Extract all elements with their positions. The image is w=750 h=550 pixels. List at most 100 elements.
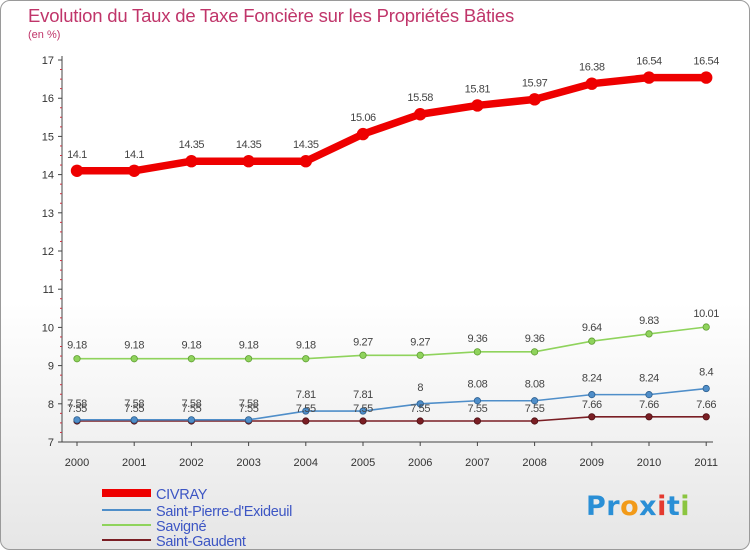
y-tick-label: 12 <box>42 246 54 258</box>
y-tick-label: 11 <box>43 284 54 296</box>
data-label: 9.18 <box>239 340 259 352</box>
data-point <box>73 416 81 424</box>
legend-label: Saint-Gaudent <box>156 534 246 549</box>
data-point <box>73 355 81 363</box>
data-point <box>530 397 539 405</box>
logo-letter: t <box>666 491 681 522</box>
logo-letter: o <box>620 491 640 522</box>
y-tick-label: 14 <box>42 170 54 182</box>
data-label: 7.81 <box>296 389 316 401</box>
data-point <box>302 407 310 415</box>
series-lines <box>70 71 713 425</box>
y-tick-label: 10 <box>42 322 54 334</box>
data-label: 7.58 <box>67 398 87 410</box>
data-label: 9.27 <box>410 336 430 348</box>
data-label: 9.18 <box>181 340 201 352</box>
y-tick-label: 7 <box>48 437 54 449</box>
data-point <box>702 413 710 421</box>
data-point <box>471 99 484 112</box>
data-label: 7.58 <box>239 398 259 410</box>
data-point <box>702 323 710 331</box>
data-point <box>299 155 312 168</box>
data-label: 7.58 <box>124 398 144 410</box>
data-point <box>645 413 653 421</box>
logo-letter: i <box>680 491 691 522</box>
data-point <box>70 164 84 177</box>
series-line <box>76 415 708 422</box>
data-label: 16.54 <box>693 56 719 68</box>
data-point <box>245 355 253 363</box>
data-point <box>359 417 367 425</box>
x-tick-label: 2005 <box>351 457 375 469</box>
legend-label: Savigné <box>156 519 207 535</box>
data-label: 9.18 <box>124 340 144 352</box>
data-point <box>473 397 481 405</box>
data-point <box>130 355 138 363</box>
data-point <box>473 348 481 356</box>
y-tick-label: 15 <box>42 131 54 143</box>
data-point <box>588 337 596 345</box>
data-point <box>302 355 310 363</box>
data-point <box>359 351 367 359</box>
data-point <box>359 407 367 415</box>
data-point <box>356 127 370 141</box>
data-label: 15.06 <box>350 112 376 124</box>
data-point <box>700 71 713 84</box>
data-label: 7.81 <box>353 389 373 401</box>
data-point <box>242 155 255 168</box>
data-label: 14.1 <box>124 149 144 161</box>
logo-letter: i <box>657 491 667 522</box>
data-point <box>187 416 195 424</box>
data-label: 9.36 <box>467 333 487 345</box>
x-tick-label: 2001 <box>122 457 146 469</box>
legend-label: CIVRAY <box>156 487 208 503</box>
data-point <box>128 164 141 177</box>
data-point <box>245 416 253 424</box>
data-label: 7.55 <box>67 403 87 415</box>
axes <box>58 56 713 446</box>
data-label: 7.66 <box>696 399 716 411</box>
data-point <box>187 355 195 363</box>
data-point <box>528 93 541 106</box>
data-point <box>130 416 138 424</box>
data-label: 8.4 <box>699 367 713 379</box>
x-tick-label: 2002 <box>179 457 203 469</box>
data-label: 7.66 <box>582 399 602 411</box>
y-unit-label: (en %) <box>28 29 61 41</box>
data-label: 9.64 <box>582 322 602 334</box>
data-label: 7.55 <box>181 403 201 415</box>
x-tick-label: 2011 <box>694 457 718 469</box>
data-labels: 7.55 7.55 7.55 7.55 7.55 7.55 7.55 7.55 7.55 7.66… <box>67 56 720 415</box>
y-tick-label: 9 <box>48 361 54 373</box>
data-label: 7.66 <box>639 399 659 411</box>
data-label: 8.24 <box>582 373 602 385</box>
series-line <box>76 326 708 360</box>
data-label: 9.18 <box>296 340 316 352</box>
x-tick-label: 2009 <box>580 457 604 469</box>
x-tick-label: 2003 <box>236 457 260 469</box>
legend: CIVRAYSaint-Pierre-d'ExideuilSavignéSain… <box>102 487 292 549</box>
data-label: 15.81 <box>465 83 491 95</box>
data-label: 15.97 <box>522 77 548 89</box>
data-label: 9.18 <box>67 340 87 352</box>
data-point <box>416 417 424 425</box>
data-point <box>185 155 198 168</box>
data-point <box>302 417 310 425</box>
data-label: 14.1 <box>67 149 87 161</box>
data-label: 7.58 <box>181 398 201 410</box>
data-label: 7.55 <box>296 403 316 415</box>
data-label: 7.55 <box>353 403 373 415</box>
tick-labels: 7 8 9 10 11 12 13 14 15 16 17 2000 2001 2002 2003 2004 2… <box>42 55 718 469</box>
data-label: 14.35 <box>236 139 262 151</box>
data-label: 9.27 <box>353 336 373 348</box>
legend-label: Saint-Pierre-d'Exideuil <box>156 504 292 520</box>
data-point <box>414 108 427 121</box>
data-label: 8.08 <box>467 379 487 391</box>
y-tick-label: 13 <box>42 208 54 220</box>
chart-title: Evolution du Taux de Taxe Foncière sur l… <box>28 5 515 26</box>
proxiti-logo: Proxiti <box>586 491 690 522</box>
data-label: 9.83 <box>639 315 659 327</box>
data-label: 14.35 <box>293 139 319 151</box>
data-label: 8.24 <box>639 373 659 385</box>
